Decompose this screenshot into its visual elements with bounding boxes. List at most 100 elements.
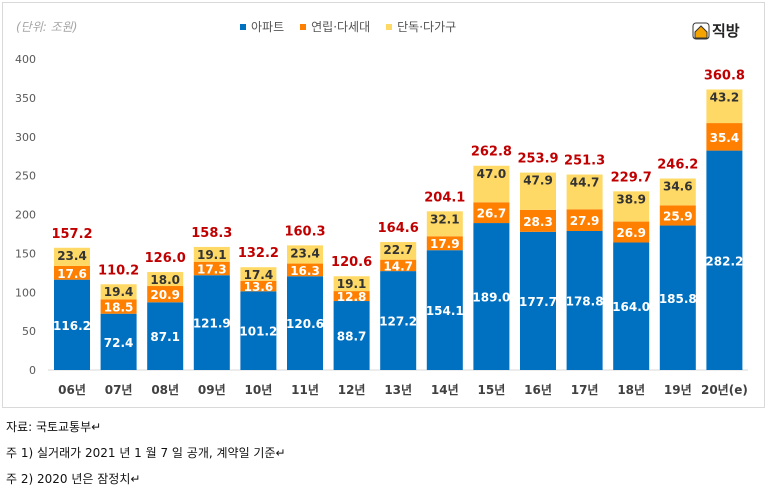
- x-tick-label: 20년(e): [701, 383, 748, 397]
- data-label: 19.1: [337, 277, 367, 291]
- footnotes: 자료: 국토교통부↵ 주 1) 실거래가 2021 년 1 월 7 일 공개, …: [6, 414, 286, 492]
- y-tick-label: 400: [15, 53, 36, 66]
- bar-segment: [240, 267, 277, 281]
- bar-segment: [659, 225, 696, 370]
- bar-segment: [100, 299, 137, 314]
- total-label: 120.6: [331, 255, 372, 270]
- total-label: 132.2: [238, 246, 279, 261]
- bar-segment: [193, 246, 230, 262]
- bar-segment: [706, 123, 743, 151]
- y-tick-label: 200: [15, 209, 36, 222]
- data-label: 35.4: [710, 131, 740, 145]
- bar-segment: [54, 247, 90, 266]
- legend-label: 연립·다세대: [311, 20, 371, 34]
- bar-segment: [380, 242, 417, 260]
- bar-segment: [426, 250, 463, 370]
- bar-segment: [473, 223, 510, 370]
- data-label: 189.0: [472, 291, 510, 305]
- bar-segment: [287, 276, 323, 370]
- data-label: 127.2: [379, 315, 417, 329]
- data-label: 18.5: [104, 301, 134, 315]
- total-label: 164.6: [378, 221, 419, 236]
- footnote-1: 주 1) 실거래가 2021 년 1 월 7 일 공개, 계약일 기준↵: [6, 446, 286, 460]
- bar-segment: [333, 276, 370, 292]
- y-tick-label: 100: [15, 286, 36, 299]
- bar-segment: [333, 291, 370, 302]
- data-label: 178.8: [566, 294, 604, 308]
- x-tick-label: 10년: [245, 383, 273, 397]
- total-label: 253.9: [517, 152, 558, 167]
- bar-segment: [240, 280, 277, 292]
- legend-item-apartment: 아파트: [240, 18, 284, 35]
- data-label: 282.2: [705, 254, 743, 268]
- x-tick-label: 13년: [384, 383, 412, 397]
- stacked-bar-chart: 0 50 100 150 200 250 300 350 400 116.2 17.6 23.4 157…: [15, 53, 748, 397]
- data-label: 101.2: [239, 325, 277, 339]
- bar-segment: [287, 245, 323, 264]
- data-label: 18.0: [150, 273, 180, 287]
- y-tick-label: 50: [22, 325, 36, 338]
- bar-segment: [100, 284, 137, 300]
- legend-swatch: [240, 23, 246, 30]
- bar-segment: [193, 275, 230, 370]
- total-label: 251.3: [564, 154, 605, 169]
- bar-segment: [333, 301, 370, 370]
- x-tick-label: 11년: [291, 383, 319, 397]
- data-label: 14.7: [383, 259, 413, 273]
- data-label: 17.9: [430, 237, 460, 251]
- data-label: 17.6: [57, 267, 87, 281]
- x-tick-label: 16년: [524, 383, 552, 397]
- source-note: 자료: 국토교통부↵: [6, 420, 102, 434]
- bar-segment: [426, 236, 463, 251]
- total-label: 204.1: [424, 190, 465, 205]
- bar-segment: [100, 313, 137, 370]
- bar-segment: [287, 263, 323, 277]
- total-label: 157.2: [51, 227, 92, 242]
- data-label: 47.9: [523, 174, 553, 188]
- data-label: 25.9: [663, 209, 693, 223]
- bar-segment: [473, 165, 510, 203]
- legend-swatch: [300, 23, 307, 30]
- bar-segment: [380, 271, 417, 370]
- unit-label: (단위: 조원): [16, 20, 78, 34]
- data-label: 34.6: [663, 180, 693, 194]
- data-label: 23.4: [57, 249, 87, 263]
- data-label: 47.0: [477, 167, 507, 181]
- bar-segment: [613, 221, 650, 243]
- bar-segment: [706, 89, 743, 124]
- bar-segment: [54, 279, 90, 370]
- bar-segment: [520, 209, 556, 232]
- data-label: 32.1: [430, 212, 460, 226]
- bar-segment: [520, 172, 556, 210]
- data-label: 185.8: [659, 292, 697, 306]
- data-label: 44.7: [570, 176, 600, 190]
- x-tick-label: 12년: [338, 383, 366, 397]
- data-label: 13.6: [244, 280, 274, 294]
- data-label: 17.3: [197, 262, 227, 276]
- legend-label: 아파트: [251, 20, 285, 34]
- footnote-2: 주 2) 2020 년은 잠정치↵: [6, 472, 141, 486]
- total-label: 110.2: [98, 263, 139, 278]
- x-tick-label: 14년: [431, 383, 459, 397]
- x-tick-label: 08년: [151, 383, 179, 397]
- legend: 아파트 연립·다세대 단독·다가구: [240, 18, 456, 35]
- total-label: 126.0: [145, 251, 186, 266]
- bar-segment: [566, 209, 603, 231]
- data-label: 72.4: [104, 336, 134, 350]
- data-label: 154.1: [426, 304, 464, 318]
- x-tick-label: 18년: [617, 383, 645, 397]
- bar-segment: [147, 302, 184, 370]
- x-tick-label: 17년: [571, 383, 599, 397]
- data-label: 177.7: [519, 295, 557, 309]
- data-label: 16.3: [290, 264, 320, 278]
- data-label: 43.2: [710, 90, 740, 104]
- y-tick-label: 300: [15, 131, 36, 144]
- data-label: 26.9: [616, 226, 646, 240]
- legend-label: 단독·다가구: [397, 20, 457, 34]
- total-label: 262.8: [471, 145, 512, 160]
- data-label: 26.7: [477, 207, 507, 221]
- data-label: 38.9: [616, 192, 646, 206]
- data-label: 87.1: [150, 330, 180, 344]
- y-tick-label: 250: [15, 170, 36, 183]
